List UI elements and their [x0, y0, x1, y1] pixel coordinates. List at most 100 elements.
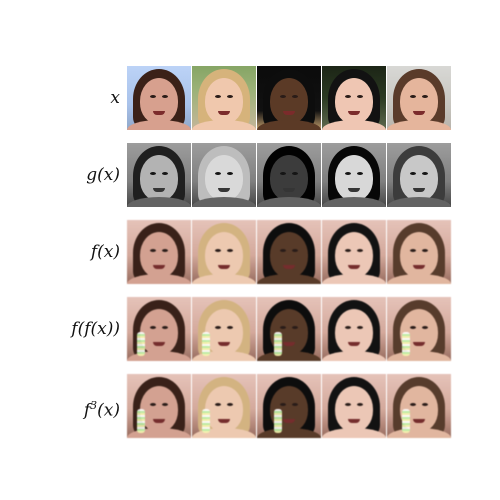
mouth [413, 418, 425, 423]
face [140, 385, 178, 432]
image-tile-r3-c2 [192, 220, 256, 284]
mouth [153, 110, 165, 115]
face [205, 385, 243, 432]
shoulders [127, 274, 191, 284]
face [205, 154, 243, 201]
left-eye [215, 326, 222, 330]
right-eye [226, 403, 233, 407]
right-eye [356, 249, 363, 253]
shoulders [322, 274, 386, 284]
mouth [283, 341, 295, 346]
right-eye [291, 249, 298, 253]
right-eye [161, 172, 168, 176]
shoulders [322, 197, 386, 207]
right-eye [356, 403, 363, 407]
image-tile-r2-c1 [127, 143, 191, 207]
face [140, 231, 178, 278]
face [140, 308, 178, 355]
artifact-noise [273, 332, 282, 357]
shoulders [127, 197, 191, 207]
image-tile-r4-c1 [127, 297, 191, 361]
image-tile-r4-c4 [322, 297, 386, 361]
shoulders [192, 428, 256, 438]
left-eye [215, 249, 222, 253]
shoulders [387, 120, 451, 130]
right-eye [421, 172, 428, 176]
mouth [153, 187, 165, 192]
mouth [218, 264, 230, 269]
shoulders [257, 428, 321, 438]
mouth [153, 341, 165, 346]
image-tile-r5-c3 [257, 374, 321, 438]
image-tile-r4-c3 [257, 297, 321, 361]
left-eye [410, 95, 417, 99]
left-eye [280, 326, 287, 330]
right-eye [161, 403, 168, 407]
shoulders [257, 197, 321, 207]
image-tile-r3-c4 [322, 220, 386, 284]
face [400, 154, 438, 201]
mouth [218, 110, 230, 115]
left-eye [280, 172, 287, 176]
image-tile-r2-c3 [257, 143, 321, 207]
left-eye [150, 326, 157, 330]
face [140, 77, 178, 124]
face [270, 77, 308, 124]
face [270, 154, 308, 201]
right-eye [421, 403, 428, 407]
shoulders [257, 120, 321, 130]
right-eye [226, 326, 233, 330]
artifact-noise [402, 332, 411, 357]
shoulders [387, 351, 451, 361]
row-label-2: f(x) [20, 242, 120, 262]
mouth [413, 187, 425, 192]
image-tile-r5-c4 [322, 374, 386, 438]
mouth [283, 187, 295, 192]
image-tile-r1-c3 [257, 66, 321, 130]
right-eye [161, 95, 168, 99]
shoulders [387, 428, 451, 438]
left-eye [345, 326, 352, 330]
mouth [218, 418, 230, 423]
image-tile-r4-c2 [192, 297, 256, 361]
artifact-noise [202, 409, 211, 434]
shoulders [127, 428, 191, 438]
shoulders [322, 120, 386, 130]
mouth [283, 418, 295, 423]
right-eye [226, 95, 233, 99]
shoulders [192, 120, 256, 130]
artifact-noise [137, 409, 146, 434]
face [400, 231, 438, 278]
image-tile-r3-c1 [127, 220, 191, 284]
right-eye [226, 172, 233, 176]
right-eye [291, 326, 298, 330]
right-eye [291, 172, 298, 176]
left-eye [345, 403, 352, 407]
mouth [153, 418, 165, 423]
right-eye [356, 95, 363, 99]
row-label-1-main: g(x) [86, 165, 120, 185]
left-eye [215, 95, 222, 99]
shoulders [387, 274, 451, 284]
mouth [348, 187, 360, 192]
face [335, 308, 373, 355]
right-eye [291, 95, 298, 99]
right-eye [356, 172, 363, 176]
mouth [413, 264, 425, 269]
left-eye [410, 326, 417, 330]
face [335, 154, 373, 201]
left-eye [280, 95, 287, 99]
shoulders [322, 428, 386, 438]
face [400, 77, 438, 124]
shoulders [257, 274, 321, 284]
left-eye [150, 249, 157, 253]
image-tile-r2-c5 [387, 143, 451, 207]
image-tile-r4-c5 [387, 297, 451, 361]
row-label-4-suffix: (x) [97, 400, 120, 421]
row-label-0: x [20, 88, 120, 108]
mouth [348, 341, 360, 346]
shoulders [387, 197, 451, 207]
shoulders [322, 351, 386, 361]
face [335, 77, 373, 124]
face [335, 385, 373, 432]
